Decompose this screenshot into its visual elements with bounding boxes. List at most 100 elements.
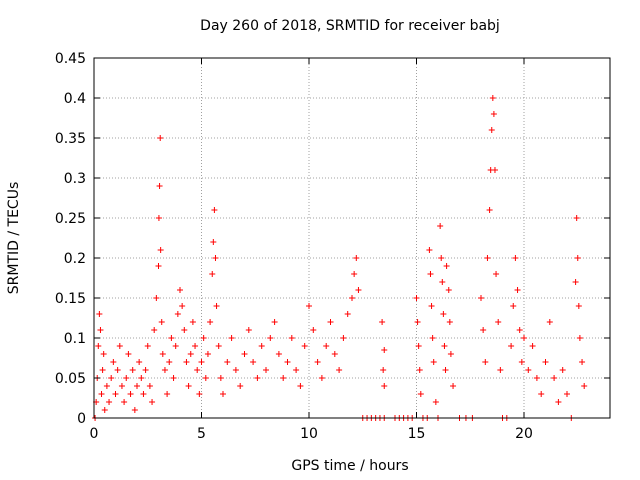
data-point xyxy=(220,391,226,397)
data-point xyxy=(488,127,495,133)
data-point xyxy=(258,343,265,349)
data-point xyxy=(447,351,454,357)
data-point xyxy=(443,263,450,269)
y-tick-label: 0 xyxy=(77,411,86,427)
data-point xyxy=(323,343,330,349)
data-point xyxy=(127,391,134,397)
data-point xyxy=(213,303,220,309)
data-point xyxy=(263,367,269,373)
data-point xyxy=(574,255,581,261)
data-point xyxy=(172,343,179,349)
data-point xyxy=(183,359,190,365)
x-axis-ticks: 0 5 10 15 20 xyxy=(90,58,533,442)
data-point xyxy=(437,223,444,229)
data-point xyxy=(430,359,437,365)
data-point xyxy=(108,375,115,381)
x-tick-label: 20 xyxy=(515,426,533,442)
data-point xyxy=(254,375,261,381)
data-point xyxy=(189,319,196,325)
data-point xyxy=(106,399,113,405)
data-point xyxy=(432,399,439,405)
data-point xyxy=(442,367,449,373)
data-point xyxy=(96,311,103,317)
data-point xyxy=(98,391,105,397)
data-point xyxy=(484,255,491,261)
x-tick-label: 10 xyxy=(300,426,318,442)
data-point xyxy=(439,279,446,285)
y-tick-label: 0.1 xyxy=(64,331,86,347)
data-point xyxy=(497,367,504,373)
data-point xyxy=(579,359,586,365)
data-point xyxy=(140,391,147,397)
data-point xyxy=(508,343,515,349)
data-point xyxy=(245,327,252,333)
data-point xyxy=(129,367,136,373)
data-point xyxy=(564,391,570,397)
plot-frame xyxy=(93,57,611,419)
data-point xyxy=(310,327,317,333)
data-point xyxy=(164,391,171,397)
data-point xyxy=(153,295,160,301)
data-point xyxy=(480,327,487,333)
data-point xyxy=(155,215,162,221)
data-point xyxy=(351,271,358,277)
data-point xyxy=(158,319,165,325)
data-point xyxy=(344,311,351,317)
y-axis-ticks: 0 0.05 0.1 0.15 0.2 0.25 0.3 0.35 0.4 0.45 xyxy=(55,51,610,427)
data-point xyxy=(340,335,347,341)
data-point xyxy=(576,335,583,341)
data-point xyxy=(275,351,282,357)
y-axis-label: SRMTID / TECUs xyxy=(6,182,22,295)
data-point xyxy=(572,279,579,285)
data-point xyxy=(450,383,457,389)
data-point xyxy=(379,319,386,325)
data-point xyxy=(529,343,536,349)
y-tick-label: 0.4 xyxy=(64,91,86,107)
data-point xyxy=(267,335,274,341)
data-point xyxy=(194,367,201,373)
data-point xyxy=(428,303,435,309)
data-point xyxy=(250,359,257,365)
data-point xyxy=(538,391,545,397)
data-point xyxy=(318,375,325,381)
data-point xyxy=(232,367,239,373)
data-point xyxy=(155,263,162,269)
data-point xyxy=(202,375,209,381)
data-point xyxy=(297,383,304,389)
data-point xyxy=(271,319,278,325)
data-point xyxy=(123,375,130,381)
data-point xyxy=(168,335,175,341)
data-point xyxy=(514,287,521,293)
data-point xyxy=(427,271,434,277)
data-point xyxy=(495,319,502,325)
data-point xyxy=(131,407,138,413)
data-point xyxy=(493,271,500,277)
data-point xyxy=(179,303,186,309)
data-point xyxy=(551,375,558,381)
data-point xyxy=(440,311,447,317)
data-point xyxy=(228,335,235,341)
data-point xyxy=(116,343,123,349)
data-point xyxy=(414,319,421,325)
data-point xyxy=(114,367,121,373)
y-tick-label: 0.2 xyxy=(64,251,86,267)
data-point xyxy=(134,383,140,389)
data-point xyxy=(288,335,295,341)
data-point xyxy=(426,247,433,253)
data-point xyxy=(241,351,248,357)
data-point xyxy=(142,367,149,373)
data-point xyxy=(491,167,498,173)
data-point xyxy=(212,255,219,261)
data-point xyxy=(490,111,497,117)
data-point xyxy=(112,391,119,397)
data-point xyxy=(118,383,125,389)
data-point xyxy=(555,399,562,405)
data-point xyxy=(573,215,580,221)
data-point xyxy=(209,271,216,277)
data-point xyxy=(151,327,158,333)
data-point xyxy=(161,367,168,373)
data-point xyxy=(204,351,211,357)
data-point xyxy=(103,383,110,389)
data-point xyxy=(446,319,453,325)
